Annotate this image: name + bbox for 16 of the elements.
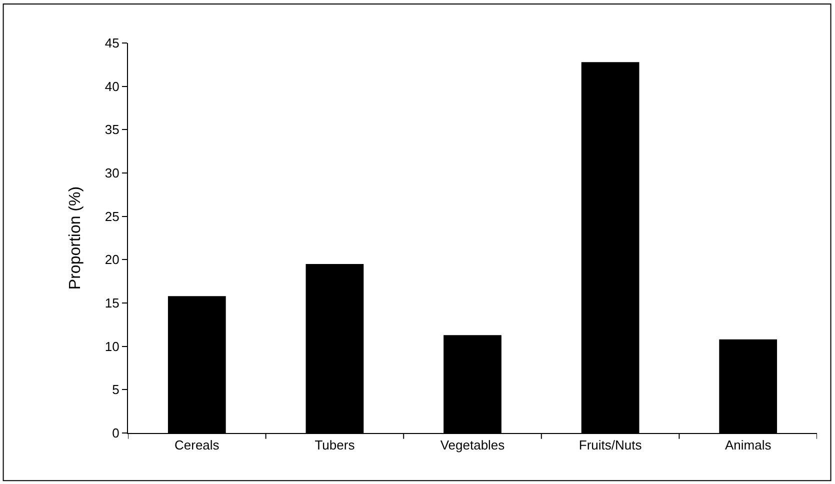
x-tick-label: Animals <box>724 438 772 453</box>
x-tick-label: Fruits/Nuts <box>578 438 642 453</box>
y-tick-label: 25 <box>104 208 120 224</box>
y-tick-label: 45 <box>104 36 120 51</box>
x-tick-label: Vegetables <box>440 438 506 453</box>
y-tick-label: 0 <box>112 426 120 441</box>
y-tick-label: 30 <box>104 166 120 181</box>
y-tick-label: 15 <box>104 296 120 311</box>
x-tick-label: Tubers <box>314 438 356 453</box>
y-tick-label: 5 <box>112 382 120 398</box>
y-axis-title: Proportion (%) <box>66 186 84 290</box>
y-tick-label: 10 <box>104 338 120 354</box>
y-tick-label: 20 <box>104 252 120 268</box>
y-tick-label: 35 <box>104 122 120 138</box>
x-tick-label: Cereals <box>174 438 220 453</box>
y-tick-label: 40 <box>104 78 120 94</box>
